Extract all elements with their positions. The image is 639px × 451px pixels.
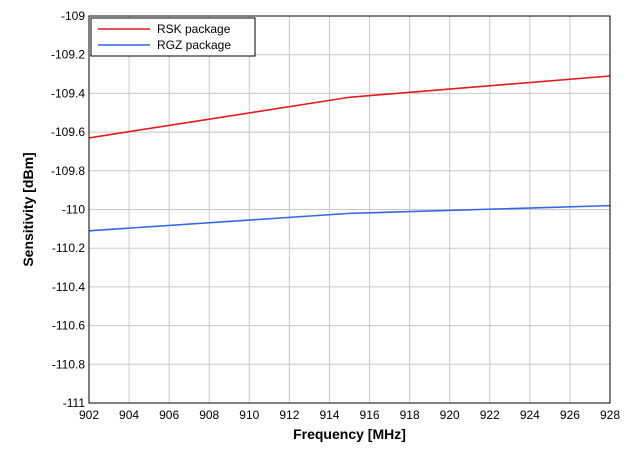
x-tick-label: 920 (440, 408, 460, 422)
series-lines (88, 75, 611, 232)
y-tick-label: -110.6 (52, 319, 85, 333)
x-tick-label: 908 (199, 408, 219, 422)
y-tick-label: -109 (61, 9, 85, 23)
x-tick-label: 902 (79, 408, 99, 422)
x-tick-label: 918 (400, 408, 420, 422)
x-tick-label: 906 (159, 408, 179, 422)
plot-frame (88, 15, 611, 404)
y-tick-label: -111 (63, 396, 86, 410)
x-axis-ticks: 902 904 906 908 910 912 914 916 918 920 922 924 926 9… (79, 408, 620, 422)
x-tick-label: 912 (279, 408, 299, 422)
y-axis-title: Sensitivity [dBm] (20, 152, 36, 266)
x-tick-label: 926 (560, 408, 580, 422)
y-tick-label: -109.6 (51, 125, 85, 139)
legend: RSK package RGZ package (90, 17, 256, 57)
x-tick-label: 910 (239, 408, 259, 422)
y-tick-label: -110 (62, 203, 85, 217)
x-tick-label: 904 (119, 408, 139, 422)
x-axis-title: Frequency [MHz] (293, 426, 406, 442)
y-tick-label: -109.2 (51, 48, 85, 62)
x-tick-label: 914 (319, 408, 339, 422)
x-tick-label: 922 (480, 408, 500, 422)
grid (88, 15, 611, 404)
series-line-1 (88, 75, 611, 139)
legend-label: RSK package (157, 22, 231, 36)
y-tick-label: -109.8 (51, 164, 85, 178)
series-line-2 (88, 204, 611, 232)
y-tick-label: -110.2 (52, 241, 85, 255)
y-axis-ticks: -109 -109.2 -109.4 -109.6 -109.8 -110 -110.2 -1… (51, 9, 85, 410)
y-tick-label: -110.4 (52, 280, 85, 294)
x-tick-label: 924 (520, 408, 540, 422)
legend-label: RGZ package (157, 38, 231, 52)
legend-box (90, 17, 256, 57)
y-tick-label: -110.8 (52, 357, 85, 371)
x-tick-label: 916 (360, 408, 380, 422)
y-tick-label: -109.4 (51, 86, 85, 100)
x-tick-label: 928 (600, 408, 620, 422)
